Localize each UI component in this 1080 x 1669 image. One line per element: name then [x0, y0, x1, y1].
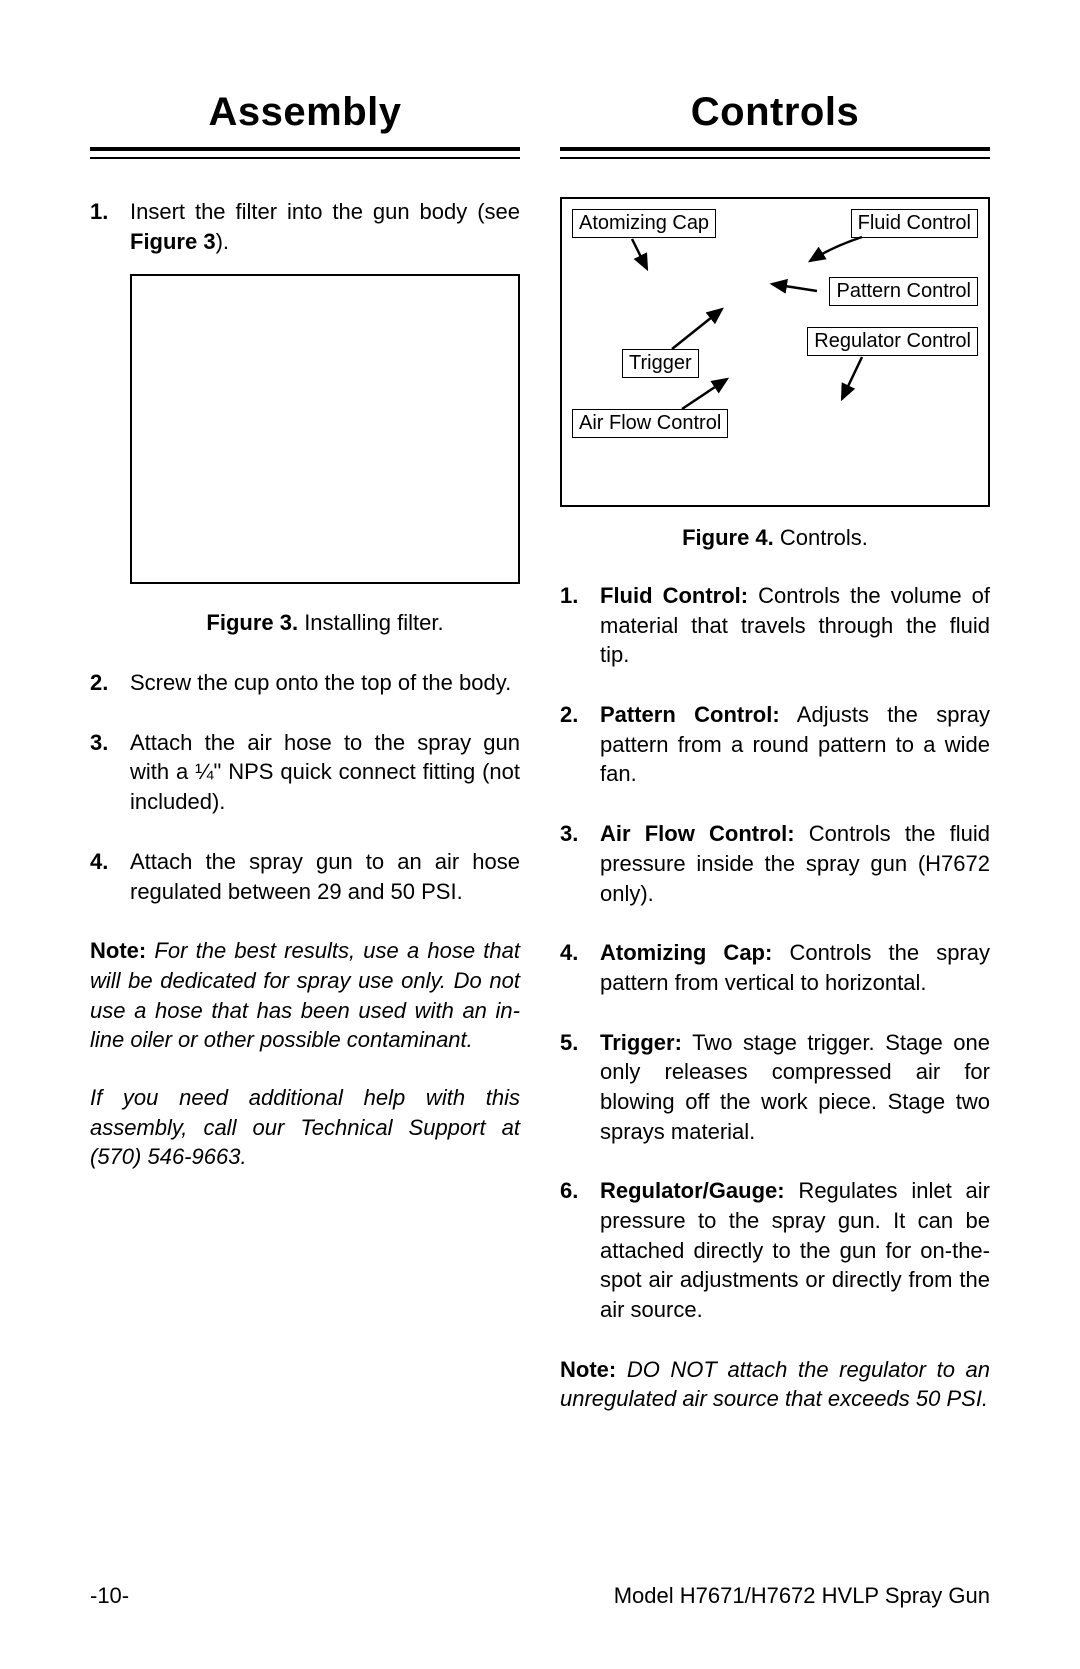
page-number: -10-: [90, 1583, 129, 1609]
figure-3-caption: Figure 3. Installing filter.: [130, 608, 520, 638]
assembly-column: Assembly Insert the filter into the gun …: [90, 90, 520, 1442]
controls-column: Controls Atomizing Cap Fluid Control Pat…: [560, 90, 990, 1442]
figure-4-diagram: Atomizing Cap Fluid Control Pattern Cont…: [560, 197, 990, 507]
assembly-help-text: If you need additional help with this as…: [90, 1083, 520, 1172]
rule: [560, 157, 990, 159]
list-item: Attach the spray gun to an air hose regu…: [90, 847, 520, 906]
rule: [90, 147, 520, 151]
assembly-steps: Insert the filter into the gun body (see…: [90, 197, 520, 906]
diagram-arrows: [562, 199, 988, 505]
page-footer: -10- Model H7671/H7672 HVLP Spray Gun: [90, 1583, 990, 1609]
list-item: Insert the filter into the gun body (see…: [90, 197, 520, 638]
figure-3-box: [130, 274, 520, 584]
controls-heading: Controls: [560, 90, 990, 135]
figure-4-caption: Figure 4. Controls.: [560, 525, 990, 551]
list-item: Air Flow Control: Controls the fluid pre…: [560, 819, 990, 908]
list-item: Fluid Control: Controls the volume of ma…: [560, 581, 990, 670]
controls-list: Fluid Control: Controls the volume of ma…: [560, 581, 990, 1325]
controls-note: Note: DO NOT attach the regulator to an …: [560, 1355, 990, 1414]
assembly-note: Note: For the best results, use a hose t…: [90, 936, 520, 1055]
rule: [560, 147, 990, 151]
list-item: Atomizing Cap: Controls the spray patter…: [560, 938, 990, 997]
list-item: Regulator/Gauge: Regulates inlet air pre…: [560, 1176, 990, 1324]
list-item: Pattern Control: Adjusts the spray patte…: [560, 700, 990, 789]
rule: [90, 157, 520, 159]
list-item: Attach the air hose to the spray gun wit…: [90, 728, 520, 817]
list-item: Screw the cup onto the top of the body.: [90, 668, 520, 698]
list-item: Trigger: Two stage trigger. Stage one on…: [560, 1028, 990, 1147]
model-label: Model H7671/H7672 HVLP Spray Gun: [614, 1583, 990, 1609]
assembly-heading: Assembly: [90, 90, 520, 135]
